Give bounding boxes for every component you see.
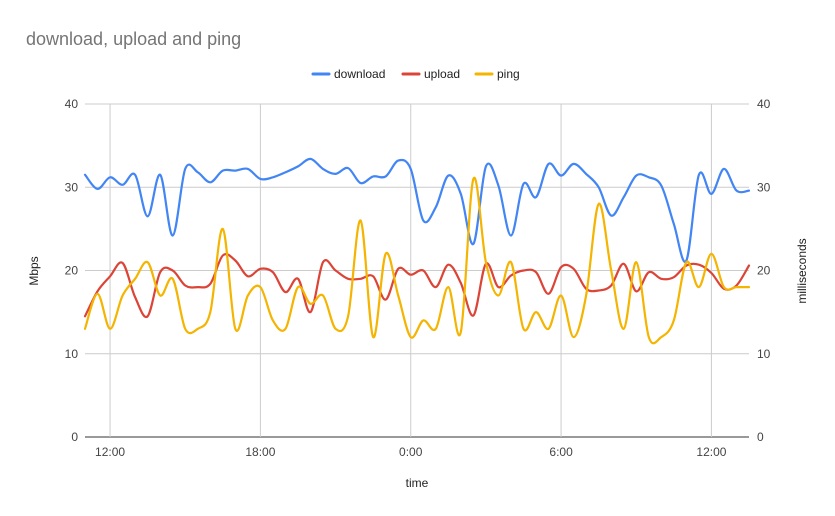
x-axis-ticks: 12:00 18:00 0:00 6:00 12:00 — [95, 445, 727, 459]
y-tick-label-right: 0 — [757, 430, 764, 444]
y-tick-label-right: 40 — [757, 97, 771, 111]
x-tick-label: 6:00 — [549, 445, 573, 459]
legend-label-download[interactable]: download — [334, 67, 385, 81]
y-tick-label-left: 20 — [65, 264, 79, 278]
series-line-upload[interactable] — [83, 253, 751, 319]
series-line-download[interactable] — [83, 157, 751, 263]
x-axis-title: time — [406, 476, 429, 490]
y-tick-label-left: 30 — [65, 180, 79, 194]
x-tick-label: 12:00 — [696, 445, 726, 459]
y-axis-left-ticks: 0 10 20 30 40 — [65, 97, 79, 444]
y-tick-label-left: 40 — [65, 97, 79, 111]
y-axis-left-title: Mbps — [27, 256, 41, 285]
y-tick-label-left: 10 — [65, 347, 79, 361]
y-axis-right-title: milliseconds — [795, 238, 809, 303]
y-tick-label-right: 20 — [757, 264, 771, 278]
series-lines — [83, 157, 751, 345]
y-tick-label-right: 30 — [757, 180, 771, 194]
legend-label-ping[interactable]: ping — [497, 67, 520, 81]
chart-title: download, upload and ping — [26, 29, 241, 49]
y-axis-right-ticks: 0 10 20 30 40 — [757, 97, 771, 444]
x-tick-label: 18:00 — [245, 445, 275, 459]
x-tick-label: 12:00 — [95, 445, 125, 459]
y-tick-label-left: 0 — [71, 430, 78, 444]
gridlines — [85, 103, 749, 438]
legend-label-upload[interactable]: upload — [424, 67, 460, 81]
legend: download upload ping — [311, 67, 520, 81]
series-line-ping[interactable] — [83, 176, 751, 345]
y-tick-label-right: 10 — [757, 347, 771, 361]
x-tick-label: 0:00 — [399, 445, 423, 459]
